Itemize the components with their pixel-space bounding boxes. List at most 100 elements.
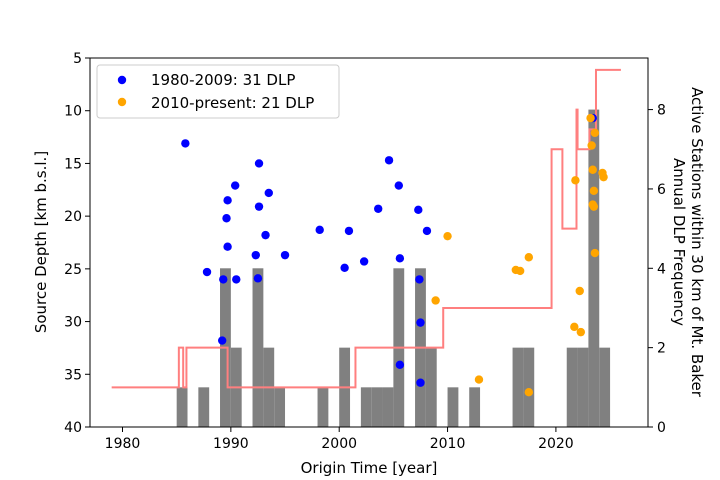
right-tick-label-8: 8	[657, 103, 666, 119]
dlp-point-0-20	[374, 204, 383, 213]
legend-entry-2010-present: 2010-present: 21 DLP	[151, 94, 314, 112]
dlp-point-1-20	[599, 172, 608, 182]
histogram-bars	[176, 109, 611, 428]
dlp-point-0-1	[202, 267, 212, 277]
dlp-point-1-0	[431, 296, 440, 305]
dlp-point-0-4	[222, 214, 231, 223]
right-tick-label-0: 0	[657, 420, 666, 436]
dlp-point-0-14	[264, 188, 273, 198]
dlp-point-0-5	[223, 196, 232, 205]
dlp-point-0-28	[416, 378, 425, 387]
dlp-point-0-13	[261, 230, 270, 240]
dlp-point-0-3	[219, 275, 228, 284]
dlp-point-0-11	[254, 202, 264, 211]
dlp-point-0-18	[344, 226, 354, 236]
dlp-point-0-19	[359, 257, 369, 266]
histogram-bar-2023	[588, 109, 600, 428]
left-tick-label-35: 35	[64, 367, 82, 383]
right-tick-label-6: 6	[657, 182, 666, 198]
x-axis-label: Origin Time [year]	[301, 459, 438, 477]
histogram-bar-2002	[360, 387, 372, 427]
dlp-point-1-4	[515, 266, 525, 276]
dlp-point-1-9	[575, 286, 584, 296]
left-tick-label-30: 30	[64, 315, 82, 331]
dlp-point-0-25	[414, 205, 423, 215]
dlp-point-1-7	[570, 322, 579, 332]
plot-frame	[89, 57, 649, 428]
histogram-bar-1992	[252, 268, 264, 427]
x-tick-label-1990: 1990	[213, 436, 249, 452]
left-tick-label-40: 40	[64, 420, 82, 436]
dlp-point-0-10	[253, 274, 263, 283]
left-axis-ticks: 5 10 15 20 25 30 35 40	[64, 51, 90, 436]
stations-line	[111, 68, 621, 389]
histogram-bar-1998	[317, 387, 329, 427]
legend-frame	[96, 64, 340, 119]
histogram-bar-1985	[176, 387, 188, 427]
x-axis-ticks: 1980 1990 2000 2010 2020	[105, 427, 574, 452]
dlp-point-0-12	[254, 159, 264, 168]
legend: 1980-2009: 31 DLP 2010-present: 21 DLP	[96, 64, 340, 119]
histogram-bar-1987	[198, 387, 210, 427]
right-axis-label-line1: Active Stations within 30 km of Mt. Bake…	[688, 87, 706, 398]
x-tick-label-1980: 1980	[105, 436, 141, 452]
right-tick-label-4: 4	[657, 261, 666, 277]
histogram-bar-2017	[523, 347, 535, 427]
left-axis-label: Source Depth [km b.s.l.]	[32, 151, 50, 333]
left-tick-label-10: 10	[64, 104, 82, 120]
histogram-bar-2024	[599, 347, 611, 427]
histogram-bar-2021	[566, 347, 578, 427]
histogram-bar-2010	[447, 387, 459, 427]
histogram-bar-2016	[512, 347, 524, 427]
histogram-bar-1994	[274, 387, 286, 427]
dlp-point-0-26	[415, 275, 424, 284]
dlp-point-0-17	[340, 263, 349, 273]
dlp-point-1-18	[590, 248, 600, 258]
left-tick-label-20: 20	[64, 209, 82, 225]
dlp-point-0-8	[232, 275, 241, 284]
scatter-points	[181, 113, 608, 397]
dlp-point-0-6	[223, 242, 232, 251]
dlp-point-1-13	[588, 165, 597, 174]
dlp-point-0-23	[395, 254, 405, 263]
dlp-point-0-16	[315, 225, 324, 235]
right-tick-label-2: 2	[657, 341, 666, 357]
histogram-bar-2004	[382, 387, 394, 427]
dlp-point-1-2	[474, 375, 484, 384]
right-axis-label-line2: Annual DLP Frequency	[670, 158, 688, 326]
histogram-bar-2012	[469, 387, 481, 427]
dlp-point-1-6	[524, 388, 534, 397]
active-stations-line	[111, 68, 621, 389]
x-tick-label-2000: 2000	[321, 436, 357, 452]
dlp-point-0-29	[422, 226, 432, 236]
histogram-bar-2003	[371, 387, 383, 427]
dlp-point-0-27	[416, 318, 425, 327]
dlp-point-0-2	[217, 336, 227, 345]
dlp-point-1-11	[586, 113, 595, 123]
dlp-point-1-17	[590, 128, 600, 138]
x-tick-label-2020: 2020	[538, 436, 574, 452]
legend-marker-1980-2009	[117, 75, 127, 85]
left-tick-label-25: 25	[64, 262, 82, 278]
dlp-point-1-8	[571, 176, 580, 185]
dlp-point-0-0	[181, 139, 190, 148]
legend-entry-1980-2009: 1980-2009: 31 DLP	[151, 71, 295, 89]
dlp-point-1-16	[589, 202, 599, 211]
right-axis-ticks: 0 2 4 6 8	[648, 103, 666, 436]
left-tick-label-15: 15	[64, 156, 82, 172]
dlp-point-0-21	[384, 156, 394, 165]
histogram-bar-2022	[577, 347, 589, 427]
dlp-point-1-12	[587, 141, 596, 150]
dlp-point-0-15	[280, 250, 290, 260]
dlp-point-1-5	[524, 253, 534, 262]
dlp-point-1-10	[576, 327, 586, 337]
x-tick-label-2010: 2010	[430, 436, 466, 452]
dlp-point-1-15	[589, 186, 599, 196]
dlp-point-0-24	[395, 360, 405, 369]
histogram-bar-2008	[425, 347, 437, 427]
dlp-point-1-1	[443, 231, 452, 241]
dlp-point-0-7	[230, 181, 240, 190]
dlp-point-0-22	[394, 181, 403, 190]
